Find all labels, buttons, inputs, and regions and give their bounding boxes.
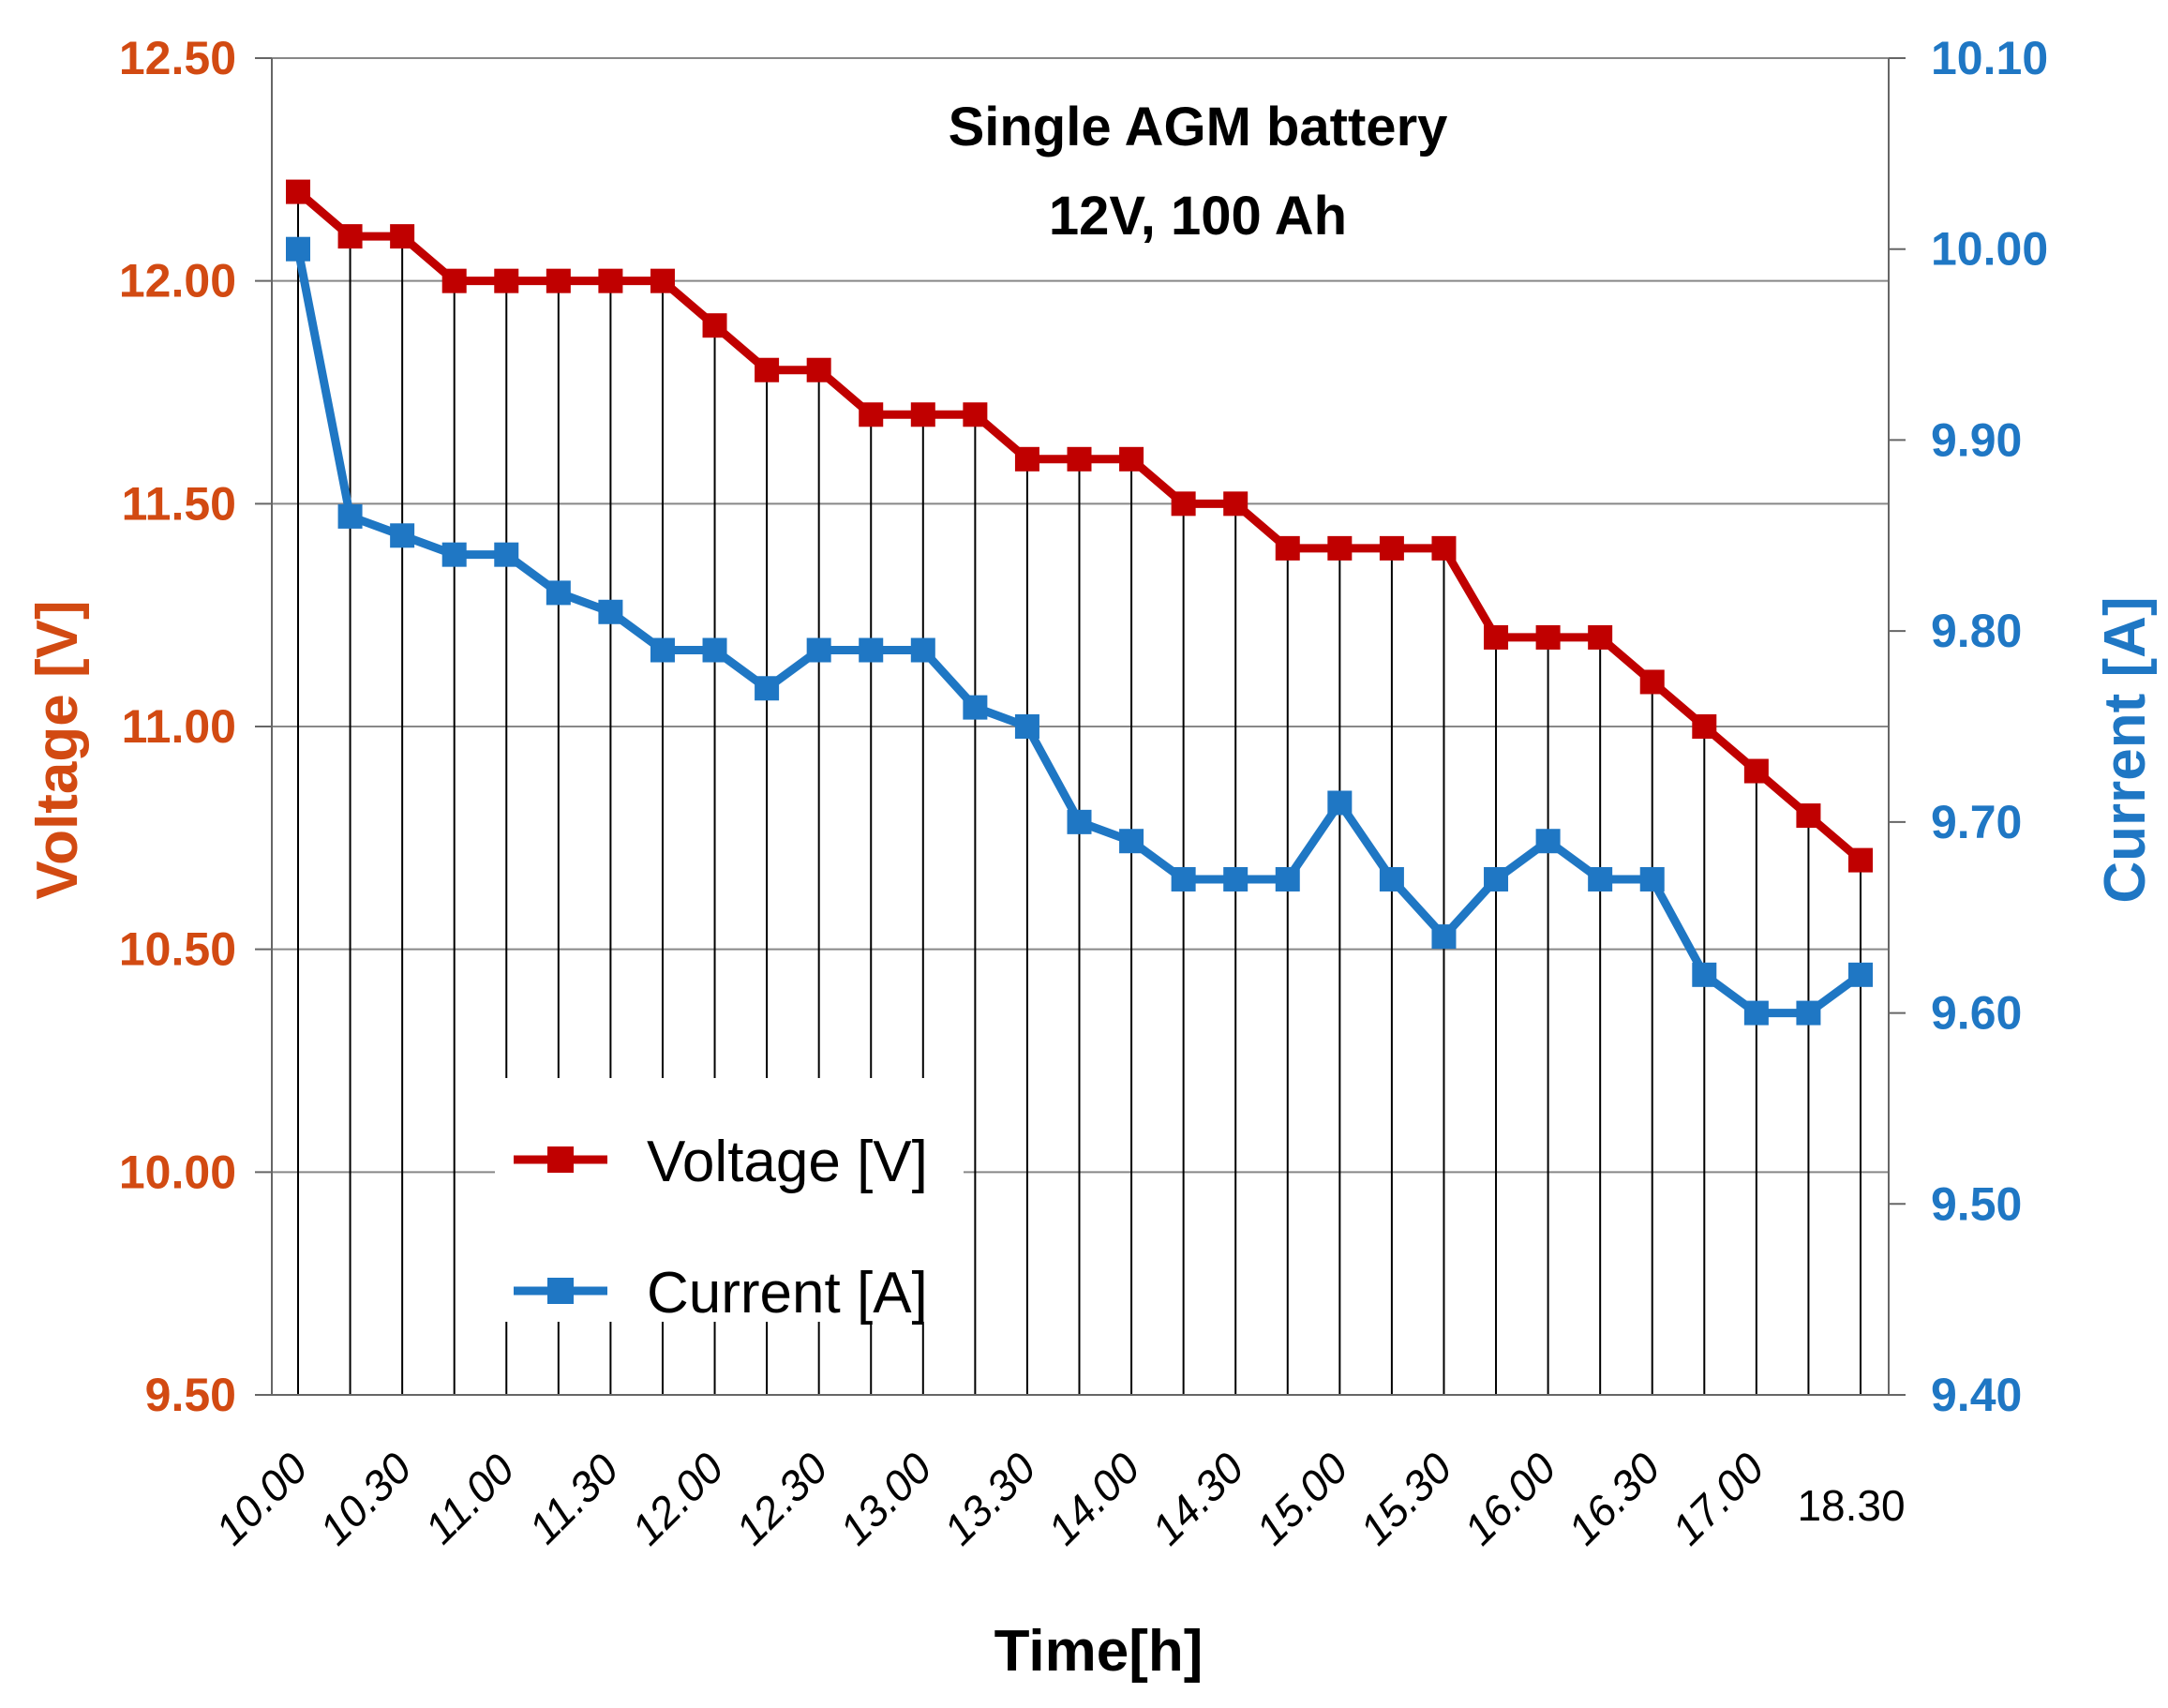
voltage-point-23 xyxy=(1484,624,1509,650)
voltage-point-25 xyxy=(1588,624,1613,650)
current-point-2 xyxy=(390,523,415,548)
voltage-point-14 xyxy=(1014,446,1039,472)
y-axis-right-title: Current [A] xyxy=(2093,596,2158,903)
voltage-point-8 xyxy=(702,313,727,338)
voltage-point-1 xyxy=(337,224,363,249)
legend-item-current: Current [A] xyxy=(514,1261,928,1326)
left-tick-label-0: 9.50 xyxy=(145,1369,236,1421)
voltage-point-21 xyxy=(1379,535,1404,561)
voltage-point-30 xyxy=(1848,847,1873,873)
current-point-24 xyxy=(1535,829,1561,854)
voltage-point-9 xyxy=(755,357,780,382)
chart-title-line-2: 12V, 100 Ah xyxy=(1049,186,1347,247)
series-layer xyxy=(286,179,1873,1026)
current-point-4 xyxy=(494,542,519,567)
voltage-point-17 xyxy=(1171,491,1196,517)
x-axis-title: Time[h] xyxy=(994,1619,1204,1684)
legend-voltage-label: Voltage [V] xyxy=(647,1130,928,1194)
current-point-9 xyxy=(755,676,780,701)
voltage-point-19 xyxy=(1275,535,1300,561)
current-point-17 xyxy=(1171,866,1196,891)
left-y-axis-ticks: 9.50 10.00 10.50 11.00 11.50 12.00 12.50 xyxy=(119,32,236,1421)
current-point-3 xyxy=(441,542,467,567)
current-point-14 xyxy=(1014,714,1039,739)
left-tick-label-3: 11.00 xyxy=(122,700,236,753)
current-point-6 xyxy=(598,599,623,624)
current-point-13 xyxy=(963,695,988,720)
left-tick-label-4: 11.50 xyxy=(122,477,236,530)
voltage-point-6 xyxy=(598,268,623,293)
current-point-15 xyxy=(1067,809,1092,834)
current-point-22 xyxy=(1431,924,1457,950)
voltage-point-2 xyxy=(390,224,415,249)
legend: Voltage [V] Current [A] xyxy=(495,1078,964,1326)
right-tick-label-3: 9.70 xyxy=(1931,796,2022,848)
right-tick-label-4: 9.80 xyxy=(1931,605,2022,657)
voltage-point-26 xyxy=(1639,669,1665,695)
left-tick-label-1: 10.00 xyxy=(119,1146,236,1198)
current-point-8 xyxy=(702,637,727,663)
current-point-27 xyxy=(1692,962,1717,987)
voltage-point-0 xyxy=(286,179,310,204)
current-point-5 xyxy=(546,580,571,606)
voltage-point-3 xyxy=(441,268,467,293)
voltage-point-12 xyxy=(910,402,935,427)
voltage-point-24 xyxy=(1535,624,1561,650)
left-tick-label-2: 10.50 xyxy=(119,923,236,976)
current-point-19 xyxy=(1275,866,1300,891)
legend-item-voltage: Voltage [V] xyxy=(514,1130,928,1194)
legend-current-marker xyxy=(547,1278,574,1304)
current-point-0 xyxy=(286,236,310,262)
current-point-28 xyxy=(1743,1000,1769,1026)
right-tick-label-5: 9.90 xyxy=(1931,413,2022,466)
right-tick-label-0: 9.40 xyxy=(1931,1369,2022,1421)
voltage-point-18 xyxy=(1223,491,1248,517)
current-point-10 xyxy=(806,637,831,663)
current-point-20 xyxy=(1327,790,1353,816)
legend-current-label: Current [A] xyxy=(647,1261,928,1326)
current-point-21 xyxy=(1379,866,1404,891)
right-tick-label-2: 9.60 xyxy=(1931,987,2022,1040)
current-point-29 xyxy=(1796,1000,1821,1026)
current-point-23 xyxy=(1484,866,1509,891)
chart-title-line-1: Single AGM battery xyxy=(949,97,1448,157)
current-point-16 xyxy=(1119,829,1144,854)
right-tick-label-1: 9.50 xyxy=(1931,1177,2022,1230)
right-tick-label-7: 10.10 xyxy=(1931,32,2048,84)
right-tick-label-6: 10.00 xyxy=(1931,223,2048,276)
current-point-11 xyxy=(859,637,884,663)
voltage-point-29 xyxy=(1796,803,1821,829)
left-tick-label-6: 12.50 xyxy=(119,32,236,84)
left-tick-label-5: 12.00 xyxy=(119,255,236,307)
legend-voltage-marker xyxy=(547,1146,574,1173)
voltage-point-16 xyxy=(1119,446,1144,472)
voltage-point-13 xyxy=(963,402,988,427)
voltage-point-7 xyxy=(650,268,675,293)
current-point-25 xyxy=(1588,866,1613,891)
y-axis-left-title: Voltage [V] xyxy=(25,600,90,899)
current-point-18 xyxy=(1223,866,1248,891)
x-tick-label-15: 18.30 xyxy=(1797,1481,1905,1530)
current-point-12 xyxy=(910,637,935,663)
right-y-axis-ticks: 9.40 9.50 9.60 9.70 9.80 9.90 10.00 10.10 xyxy=(1931,32,2048,1421)
current-point-30 xyxy=(1848,962,1873,987)
current-point-1 xyxy=(337,503,363,529)
voltage-point-28 xyxy=(1743,758,1769,784)
current-point-26 xyxy=(1639,866,1665,891)
voltage-point-5 xyxy=(546,268,571,293)
voltage-point-20 xyxy=(1327,535,1353,561)
voltage-point-11 xyxy=(859,402,884,427)
current-point-7 xyxy=(650,637,675,663)
voltage-point-27 xyxy=(1692,714,1717,739)
voltage-point-10 xyxy=(806,357,831,382)
voltage-point-4 xyxy=(494,268,519,293)
voltage-point-15 xyxy=(1067,446,1092,472)
voltage-point-22 xyxy=(1431,535,1457,561)
